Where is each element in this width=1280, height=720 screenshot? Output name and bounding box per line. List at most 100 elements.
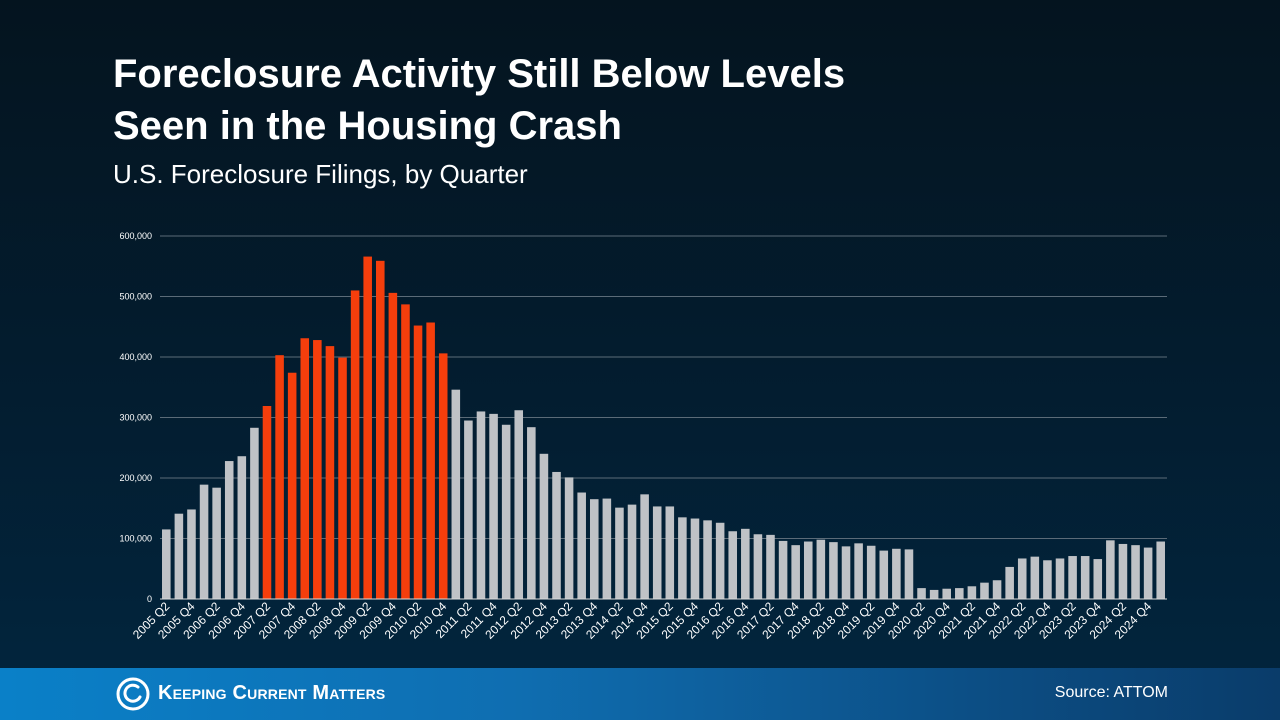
bar-2014-q2 <box>615 507 624 599</box>
bar-2024-q3 <box>1131 545 1140 599</box>
bar-2007-q1 <box>250 427 259 599</box>
bar-2021-q2 <box>967 586 977 599</box>
bar-2006-q2 <box>212 487 221 599</box>
bar-2011-q3 <box>476 411 486 599</box>
y-tick-label: 200,000 <box>119 473 152 483</box>
y-tick-label: 400,000 <box>119 352 152 362</box>
title-line-1: Foreclosure Activity Still Below Levels <box>113 52 846 96</box>
bar-2021-q1 <box>955 588 964 599</box>
bar-2023-q1 <box>1055 558 1065 599</box>
bar-2022-q4 <box>1043 560 1052 599</box>
bar-2014-q4 <box>640 494 649 599</box>
bar-2015-q4 <box>690 518 700 599</box>
y-tick-label: 300,000 <box>119 413 152 423</box>
bar-2007-q2 <box>262 406 272 599</box>
bar-2013-q1 <box>552 471 561 599</box>
bar-2020-q2 <box>917 588 926 599</box>
bar-chart: 0 100,000 200,000 300,000 400,000 500,000 600,… <box>119 231 1167 642</box>
bar-2022-q1 <box>1005 566 1014 599</box>
bar-2014-q3 <box>627 504 637 599</box>
bar-2009-q2 <box>363 256 372 599</box>
bar-2008-q1 <box>300 338 310 599</box>
bar-2018-q2 <box>816 539 826 599</box>
source-note: Source: ATTOM <box>1054 684 1168 701</box>
bar-2023-q2 <box>1068 556 1077 599</box>
bar-2011-q2 <box>464 420 473 599</box>
bar-2011-q1 <box>451 389 461 599</box>
bar-2021-q4 <box>992 580 1002 599</box>
bar-2005-q2 <box>162 529 171 599</box>
bars <box>162 256 1165 599</box>
chart-subtitle: U.S. Foreclosure Filings, by Quarter <box>113 159 528 189</box>
bar-2006-q4 <box>237 456 247 599</box>
bar-2008-q2 <box>313 340 322 599</box>
bar-2010-q2 <box>413 325 423 599</box>
kcm-logo-icon <box>116 677 150 711</box>
bar-2011-q4 <box>489 413 498 599</box>
bar-2009-q3 <box>376 260 385 599</box>
bar-2010-q3 <box>426 322 435 599</box>
bar-2013-q2 <box>564 477 574 599</box>
bar-2005-q3 <box>174 513 184 599</box>
bar-2014-q1 <box>602 498 612 599</box>
y-axis-tick-labels: 0 100,000 200,000 300,000 400,000 500,000 600,… <box>119 231 152 604</box>
bar-2018-q3 <box>829 542 838 599</box>
bar-2007-q4 <box>287 372 297 599</box>
bar-2012-q2 <box>514 410 524 599</box>
bar-2008-q4 <box>338 357 347 599</box>
logo-text: Keeping Current Matters <box>158 682 386 704</box>
bar-2015-q3 <box>678 517 687 599</box>
bar-2019-q2 <box>866 545 876 599</box>
bar-2017-q2 <box>766 534 775 599</box>
bar-2021-q3 <box>980 582 989 599</box>
y-tick-label: 500,000 <box>119 292 152 302</box>
bar-2012-q4 <box>539 453 549 599</box>
bar-2019-q1 <box>854 543 863 599</box>
gridlines <box>160 235 1167 539</box>
bar-2013-q3 <box>577 492 586 599</box>
bar-2018-q1 <box>803 541 813 599</box>
bar-2019-q4 <box>892 548 901 599</box>
bar-2016-q2 <box>715 522 725 599</box>
bar-2022-q2 <box>1017 558 1027 599</box>
bar-2020-q1 <box>904 549 914 599</box>
bar-2017-q4 <box>791 545 800 599</box>
bar-2019-q3 <box>879 550 889 599</box>
bar-2010-q4 <box>438 353 448 599</box>
bar-2015-q2 <box>665 506 675 599</box>
bar-2023-q3 <box>1080 556 1090 599</box>
bar-2009-q1 <box>350 290 360 599</box>
footer-bar: Keeping Current Matters Source: ATTOM <box>0 668 1280 720</box>
bar-2024-q4 <box>1143 547 1153 599</box>
bar-2023-q4 <box>1093 559 1103 599</box>
bar-2020-q4 <box>942 588 951 599</box>
chart-title: Foreclosure Activity Still Below Levels … <box>113 48 845 152</box>
bar-2024-q1 <box>1106 540 1115 599</box>
bar-2012-q3 <box>527 427 536 599</box>
y-tick-label: 600,000 <box>119 231 152 241</box>
bar-2018-q4 <box>841 546 851 599</box>
bar-2009-q4 <box>388 292 398 599</box>
bar-2017-q3 <box>778 540 788 599</box>
bar-2017-q1 <box>753 534 763 599</box>
bar-2006-q1 <box>199 484 209 599</box>
bar-2013-q4 <box>589 499 599 599</box>
bar-2020-q3 <box>929 589 939 599</box>
bar-2006-q3 <box>224 461 234 599</box>
bar-2024-q2 <box>1118 543 1128 599</box>
bar-2015-q1 <box>652 506 662 599</box>
title-line-2: Seen in the Housing Crash <box>113 104 622 148</box>
y-tick-label: 0 <box>147 594 152 604</box>
bar-2005-q4 <box>187 509 196 599</box>
bar-2025-q1 <box>1156 541 1165 599</box>
bar-2012-q1 <box>501 424 511 599</box>
y-tick-label: 100,000 <box>119 534 152 544</box>
bar-2016-q4 <box>741 528 750 599</box>
bar-2016-q3 <box>728 531 738 599</box>
bar-2007-q3 <box>275 355 284 599</box>
bar-2010-q1 <box>401 304 410 599</box>
bar-2022-q3 <box>1030 556 1040 599</box>
bar-2016-q1 <box>703 520 712 599</box>
bar-2008-q3 <box>325 346 335 599</box>
